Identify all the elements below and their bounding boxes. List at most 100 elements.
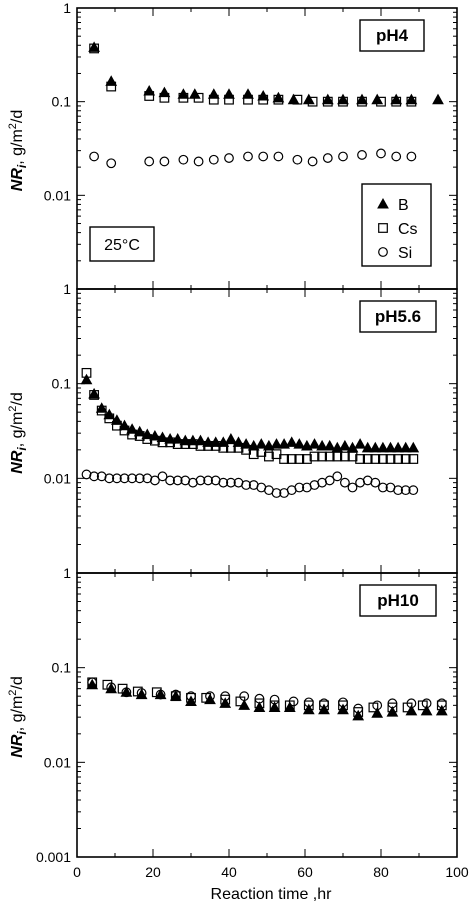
data-point-cs — [157, 437, 168, 448]
data-point-si — [408, 485, 419, 496]
data-point-cs — [294, 454, 305, 464]
series-si — [89, 148, 417, 169]
data-point-si — [87, 677, 98, 688]
data-point-si — [157, 471, 168, 482]
data-point-b — [171, 433, 184, 444]
y-tick-label: 0.001 — [36, 849, 71, 865]
data-point-b — [149, 429, 161, 441]
data-point-cs — [393, 454, 403, 464]
data-point-si — [303, 697, 314, 708]
data-point-b — [435, 704, 448, 716]
data-point-cs — [180, 439, 191, 449]
data-point-b — [371, 707, 384, 718]
data-point-si — [203, 475, 214, 486]
panel-label-box — [359, 584, 437, 617]
legend-label-b: B — [398, 197, 409, 214]
series-si — [87, 677, 447, 714]
panel-label: pH4 — [376, 26, 409, 45]
data-point-si — [81, 469, 92, 480]
data-point-cs — [303, 700, 314, 711]
data-point-cs — [233, 442, 244, 453]
data-point-si — [406, 151, 417, 162]
data-point-b — [377, 441, 389, 453]
data-point-cs — [347, 451, 358, 462]
data-point-b — [339, 439, 351, 451]
data-point-b — [88, 387, 100, 399]
data-point-b — [308, 438, 321, 449]
data-point-si — [106, 682, 117, 693]
data-point-cs — [302, 454, 312, 464]
data-point-si — [178, 154, 189, 165]
data-point-cs — [165, 437, 176, 448]
data-point-b — [384, 441, 397, 453]
data-point-cs — [106, 81, 117, 92]
data-point-cs — [387, 702, 398, 713]
data-point-si — [218, 477, 229, 488]
y-axis-label: NRi, g/m2/d — [7, 676, 29, 757]
data-point-cs — [317, 451, 327, 462]
y-tick-label: 1 — [63, 281, 71, 297]
data-point-cs — [286, 454, 297, 464]
data-point-si — [357, 150, 367, 160]
data-point-b — [105, 75, 118, 86]
data-point-cs — [81, 367, 92, 378]
data-point-si — [406, 698, 417, 709]
data-point-cs — [195, 441, 206, 451]
y-axis-label-unit: , g/m — [9, 129, 26, 165]
x-tick-label: 60 — [297, 864, 313, 880]
data-point-cs — [226, 442, 236, 453]
panel-label: pH10 — [377, 591, 419, 610]
panel-ph4: 0.01 0.1 1 NRi, g/m2/d pH4 25°C B Cs Si — [7, 0, 458, 290]
data-point-b — [223, 88, 235, 99]
data-point-cs — [254, 698, 265, 709]
series-cs — [89, 43, 417, 107]
data-point-si — [241, 480, 252, 490]
data-point-b — [207, 88, 220, 99]
data-point-b — [293, 438, 306, 449]
data-point-b — [356, 93, 368, 105]
data-point-b — [270, 438, 283, 449]
data-point-cs — [292, 94, 303, 105]
data-point-b — [225, 433, 237, 444]
data-point-cs — [408, 454, 419, 464]
data-point-b — [432, 93, 444, 105]
data-point-cs — [203, 441, 214, 451]
y-tick-label: 1 — [63, 0, 71, 16]
data-point-cs — [391, 96, 402, 107]
data-point-b — [255, 438, 268, 449]
data-point-b — [420, 704, 433, 716]
y-axis-label-sub: i — [15, 731, 29, 735]
data-point-si — [273, 151, 284, 162]
data-point-b — [323, 439, 336, 451]
y-axis-label-main: NR — [9, 734, 26, 758]
y-tick-label: 0.1 — [52, 660, 72, 676]
data-point-cs — [193, 92, 204, 103]
y-axis-label-unit: , g/m — [9, 412, 26, 448]
data-point-si — [347, 482, 358, 493]
data-point-si — [96, 471, 107, 482]
data-point-si — [127, 473, 138, 484]
data-point-cs — [357, 96, 367, 107]
data-point-b — [232, 436, 245, 447]
data-point-b — [242, 88, 254, 99]
data-point-si — [393, 485, 404, 496]
data-point-cs — [273, 94, 284, 105]
data-point-si — [136, 688, 147, 698]
data-point-cs — [142, 434, 153, 444]
temperature-label: 25°C — [104, 237, 140, 254]
data-point-b — [156, 431, 169, 443]
data-point-si — [195, 475, 206, 486]
y-tick-label: 0.1 — [52, 376, 72, 392]
data-point-cs — [218, 442, 229, 453]
data-point-b — [194, 434, 207, 446]
data-point-si — [193, 156, 204, 167]
data-point-si — [372, 700, 383, 711]
data-point-si — [155, 689, 166, 700]
data-point-b — [141, 428, 154, 440]
data-point-si — [338, 151, 348, 162]
y-axis-label-tail: /d — [9, 676, 26, 689]
data-point-si — [186, 691, 196, 702]
panel-label-box — [359, 300, 437, 333]
data-point-b — [399, 441, 412, 453]
data-point-cs — [307, 96, 318, 107]
